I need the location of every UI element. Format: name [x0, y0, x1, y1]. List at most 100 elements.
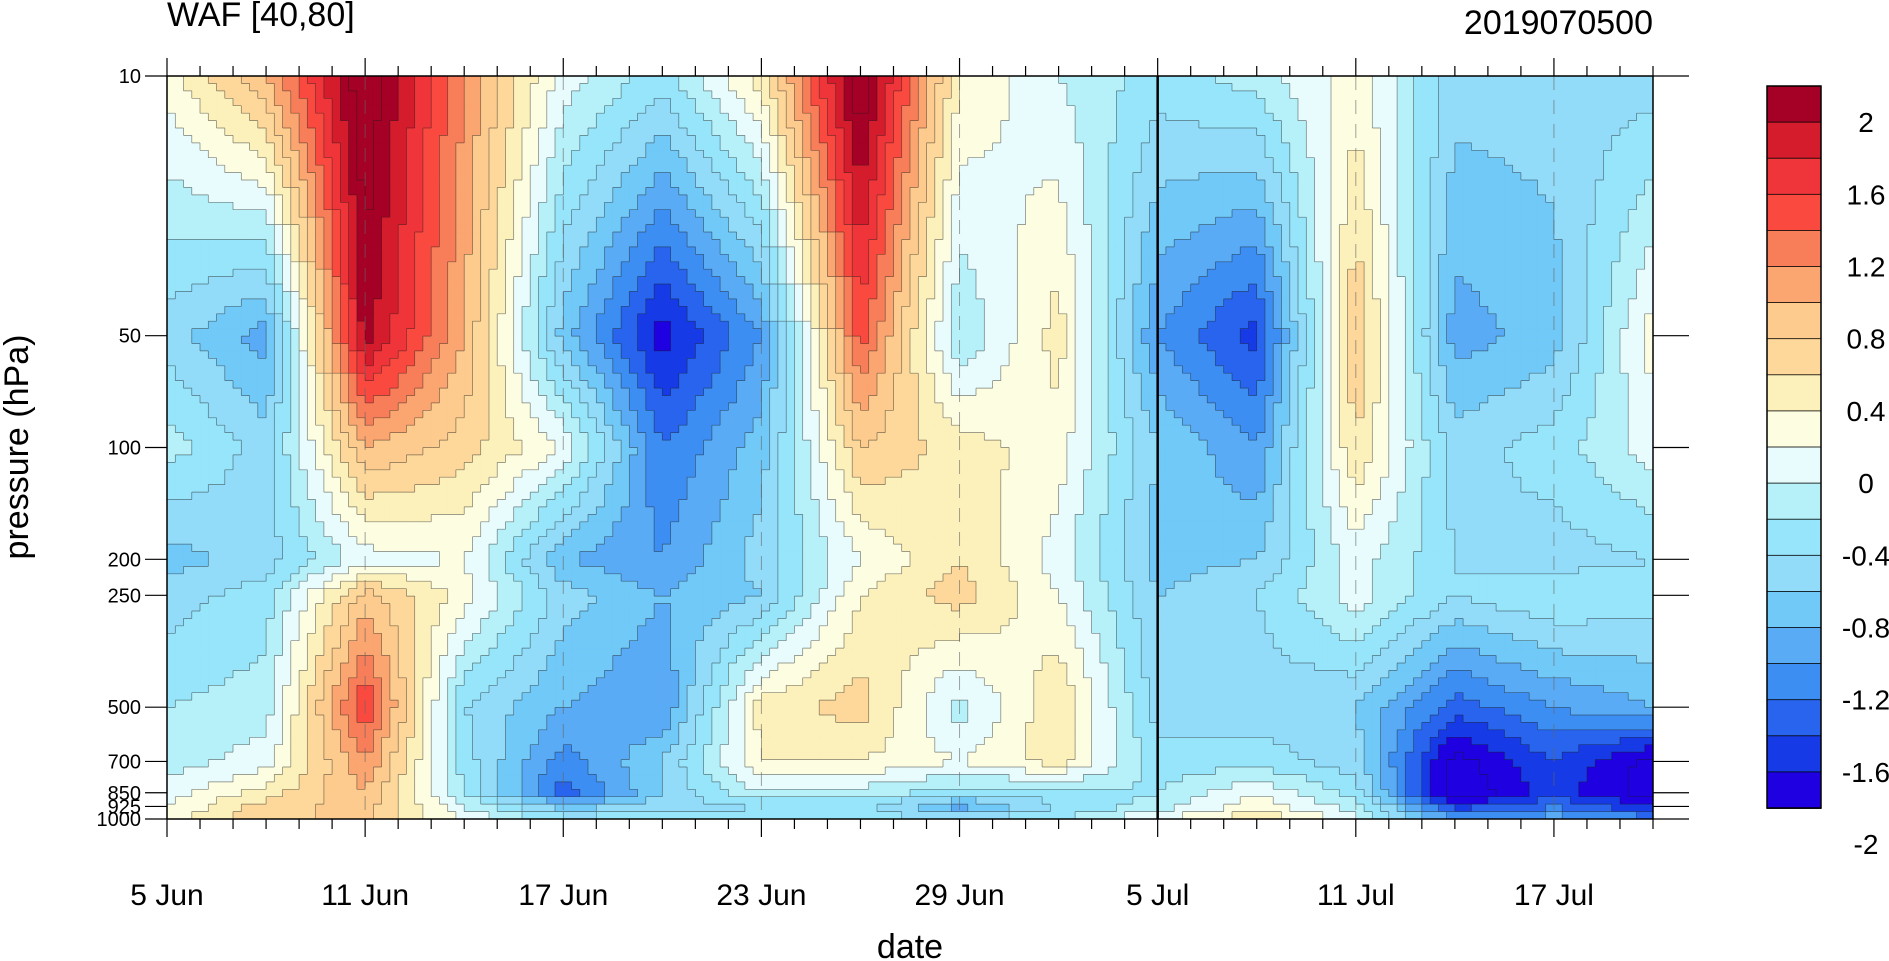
contour-cell — [1157, 120, 1167, 129]
contour-cell — [604, 254, 614, 263]
contour-cell — [290, 202, 300, 211]
contour-cell — [761, 239, 771, 248]
contour-cell — [1413, 194, 1423, 203]
contour-cell — [720, 276, 729, 285]
contour-cell — [1586, 128, 1596, 137]
contour-cell — [984, 180, 994, 189]
contour-cell — [1537, 135, 1547, 144]
contour-cell — [266, 120, 275, 129]
contour-cell — [356, 165, 366, 174]
contour-cell — [645, 98, 655, 107]
contour-cell — [711, 165, 721, 174]
contour-cell — [1529, 187, 1539, 196]
contour-cell — [843, 180, 853, 189]
contour-cell — [835, 194, 845, 203]
contour-cell — [596, 239, 606, 248]
contour-cell — [340, 217, 350, 226]
contour-cell — [992, 120, 1002, 129]
contour-cell — [1091, 276, 1101, 285]
contour-cell — [1099, 90, 1109, 99]
contour-cell — [1347, 246, 1357, 255]
contour-cell — [315, 276, 325, 285]
contour-cell — [233, 209, 242, 218]
contour-cell — [488, 120, 498, 129]
contour-cell — [340, 269, 350, 278]
contour-cell — [1083, 90, 1093, 99]
contour-cell — [910, 217, 919, 226]
contour-cell — [1578, 187, 1588, 196]
contour-cell — [794, 172, 804, 181]
contour-cell — [1446, 105, 1456, 114]
contour-cell — [1240, 157, 1250, 166]
contour-cell — [1380, 157, 1390, 166]
contour-cell — [1322, 142, 1332, 151]
contour-cell — [959, 246, 969, 255]
contour-cell — [1347, 269, 1357, 278]
contour-cell — [356, 90, 366, 99]
contour-cell — [505, 246, 515, 255]
contour-cell — [959, 276, 969, 285]
contour-cell — [439, 76, 449, 85]
contour-cell — [984, 187, 994, 196]
contour-cell — [200, 239, 209, 248]
contour-cell — [191, 90, 201, 99]
contour-cell — [934, 120, 944, 129]
contour-cell — [645, 269, 655, 278]
contour-cell — [521, 157, 531, 166]
contour-cell — [612, 76, 622, 85]
contour-cell — [703, 157, 713, 166]
contour-cell — [488, 209, 498, 218]
contour-cell — [951, 172, 961, 181]
contour-cell — [695, 83, 705, 92]
contour-cell — [356, 76, 366, 85]
contour-cell — [802, 276, 812, 285]
contour-cell — [1256, 217, 1266, 226]
contour-cell — [555, 76, 564, 85]
contour-cell — [1132, 276, 1142, 285]
contour-cell — [1116, 261, 1126, 270]
contour-cell — [934, 239, 944, 248]
contour-cell — [860, 202, 870, 211]
contour-cell — [695, 254, 705, 263]
contour-cell — [447, 232, 457, 241]
contour-cell — [769, 202, 779, 211]
contour-cell — [1116, 254, 1126, 263]
contour-cell — [1256, 135, 1266, 144]
contour-cell — [439, 246, 449, 255]
contour-cell — [1165, 172, 1175, 181]
contour-cell — [852, 172, 862, 181]
contour-cell — [447, 165, 457, 174]
contour-cell — [299, 76, 308, 85]
contour-cell — [546, 224, 556, 233]
contour-cell — [695, 202, 705, 211]
contour-cell — [439, 194, 449, 203]
contour-cell — [1165, 128, 1175, 137]
contour-cell — [728, 105, 738, 114]
contour-cell — [753, 150, 762, 159]
contour-cell — [802, 76, 812, 85]
contour-cell — [711, 135, 721, 144]
contour-cell — [1157, 83, 1167, 92]
contour-cell — [728, 157, 738, 166]
contour-cell — [1099, 239, 1109, 248]
contour-cell — [670, 246, 680, 255]
contour-cell — [381, 239, 391, 248]
contour-cell — [1116, 128, 1126, 137]
contour-cell — [348, 209, 358, 218]
contour-cell — [224, 246, 234, 255]
contour-cell — [1207, 105, 1217, 114]
contour-cell — [910, 172, 919, 181]
contour-cell — [1487, 172, 1497, 181]
contour-cell — [488, 180, 498, 189]
contour-cell — [1207, 217, 1217, 226]
contour-cell — [612, 105, 622, 114]
contour-cell — [555, 269, 564, 278]
contour-cell — [249, 202, 259, 211]
contour-cell — [1000, 128, 1010, 137]
contour-cell — [1471, 165, 1481, 174]
contour-cell — [794, 261, 804, 270]
contour-cell — [414, 232, 424, 241]
contour-cell — [711, 90, 721, 99]
contour-cell — [290, 246, 300, 255]
contour-cell — [1413, 246, 1423, 255]
